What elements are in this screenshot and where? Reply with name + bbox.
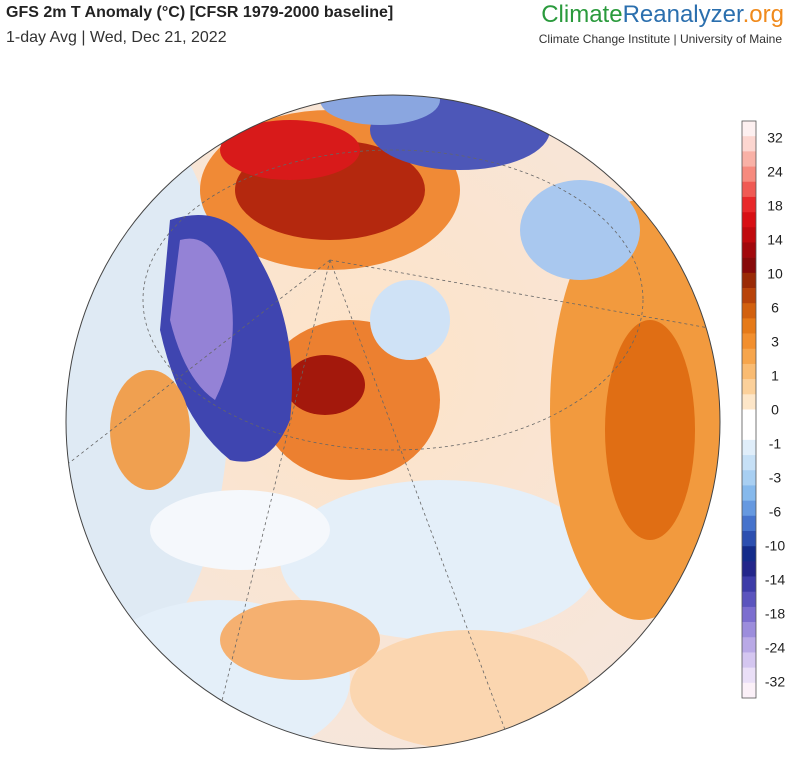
colorbar-swatch bbox=[742, 546, 756, 562]
colorbar-swatch bbox=[742, 333, 756, 350]
colorbar-swatch bbox=[742, 637, 756, 653]
logo: ClimateReanalyzer.org bbox=[541, 1, 784, 28]
tagline: Climate Change Institute | University of… bbox=[539, 32, 783, 46]
colorbar-swatch bbox=[742, 394, 756, 410]
colorbar-swatch bbox=[742, 652, 756, 668]
colorbar-swatch bbox=[742, 257, 756, 274]
colorbar-label: 14 bbox=[767, 232, 783, 248]
colorbar-label: 0 bbox=[771, 402, 779, 418]
colorbar-swatch bbox=[742, 272, 756, 289]
colorbar-swatch bbox=[742, 348, 756, 365]
colorbar-label: -10 bbox=[765, 538, 785, 554]
colorbar-label: 10 bbox=[767, 266, 783, 282]
colorbar-swatch bbox=[742, 591, 756, 608]
title: GFS 2m T Anomaly (°C) [CFSR 1979-2000 ba… bbox=[6, 4, 393, 21]
colorbar-label: -18 bbox=[765, 606, 785, 622]
colorbar-label: -24 bbox=[765, 640, 785, 656]
colorbar-swatch bbox=[742, 667, 756, 684]
logo-part: Climate bbox=[541, 1, 622, 28]
colorbar-swatch bbox=[742, 622, 756, 638]
colorbar-label: -3 bbox=[769, 470, 782, 486]
colorbar-frame bbox=[741, 120, 757, 699]
colorbar-label: 1 bbox=[771, 368, 779, 384]
colorbar-swatch bbox=[742, 530, 756, 547]
colorbar-label: -6 bbox=[769, 504, 782, 520]
subtitle: 1-day Avg | Wed, Dec 21, 2022 bbox=[6, 29, 227, 46]
colorbar-label: -32 bbox=[765, 674, 785, 690]
colorbar-swatch bbox=[742, 379, 756, 395]
colorbar-label: 18 bbox=[767, 198, 783, 214]
colorbar-swatch bbox=[742, 682, 756, 699]
colorbar-swatch bbox=[742, 212, 756, 228]
colorbar-swatch bbox=[742, 606, 756, 623]
colorbar-swatch bbox=[742, 561, 756, 577]
colorbar-swatch bbox=[742, 363, 756, 380]
colorbar-label: 3 bbox=[771, 334, 779, 350]
colorbar-label: -1 bbox=[769, 436, 782, 452]
colorbar-swatch bbox=[742, 318, 756, 334]
colorbar-swatch bbox=[742, 121, 756, 137]
colorbar-swatch bbox=[742, 288, 756, 304]
colorbar-swatch bbox=[742, 196, 756, 213]
colorbar-label: 24 bbox=[767, 164, 783, 180]
colorbar-swatch bbox=[742, 470, 756, 486]
colorbar-label: -14 bbox=[765, 572, 785, 588]
globe-outline bbox=[65, 94, 721, 750]
colorbar-swatch bbox=[742, 181, 756, 198]
colorbar-swatch bbox=[742, 166, 756, 183]
colorbar-swatch bbox=[742, 227, 756, 243]
colorbar-swatch bbox=[742, 515, 756, 532]
colorbar-swatch bbox=[742, 242, 756, 258]
colorbar-swatch bbox=[742, 409, 756, 425]
logo-part: Reanalyzer bbox=[623, 1, 744, 28]
colorbar-swatch bbox=[742, 500, 756, 517]
colorbar-swatch bbox=[742, 439, 756, 456]
colorbar-swatch bbox=[742, 576, 756, 593]
colorbar-label: 6 bbox=[771, 300, 779, 316]
colorbar-swatch bbox=[742, 424, 756, 441]
colorbar-swatch bbox=[742, 485, 756, 501]
logo-part: .org bbox=[743, 1, 784, 28]
globe bbox=[66, 95, 720, 749]
colorbar-swatch bbox=[742, 303, 756, 319]
colorbar-swatch bbox=[742, 136, 756, 152]
graticule bbox=[66, 149, 720, 749]
colorbar-swatch bbox=[742, 151, 756, 167]
colorbar-swatch bbox=[742, 455, 756, 471]
colorbar-label: 32 bbox=[767, 130, 783, 146]
